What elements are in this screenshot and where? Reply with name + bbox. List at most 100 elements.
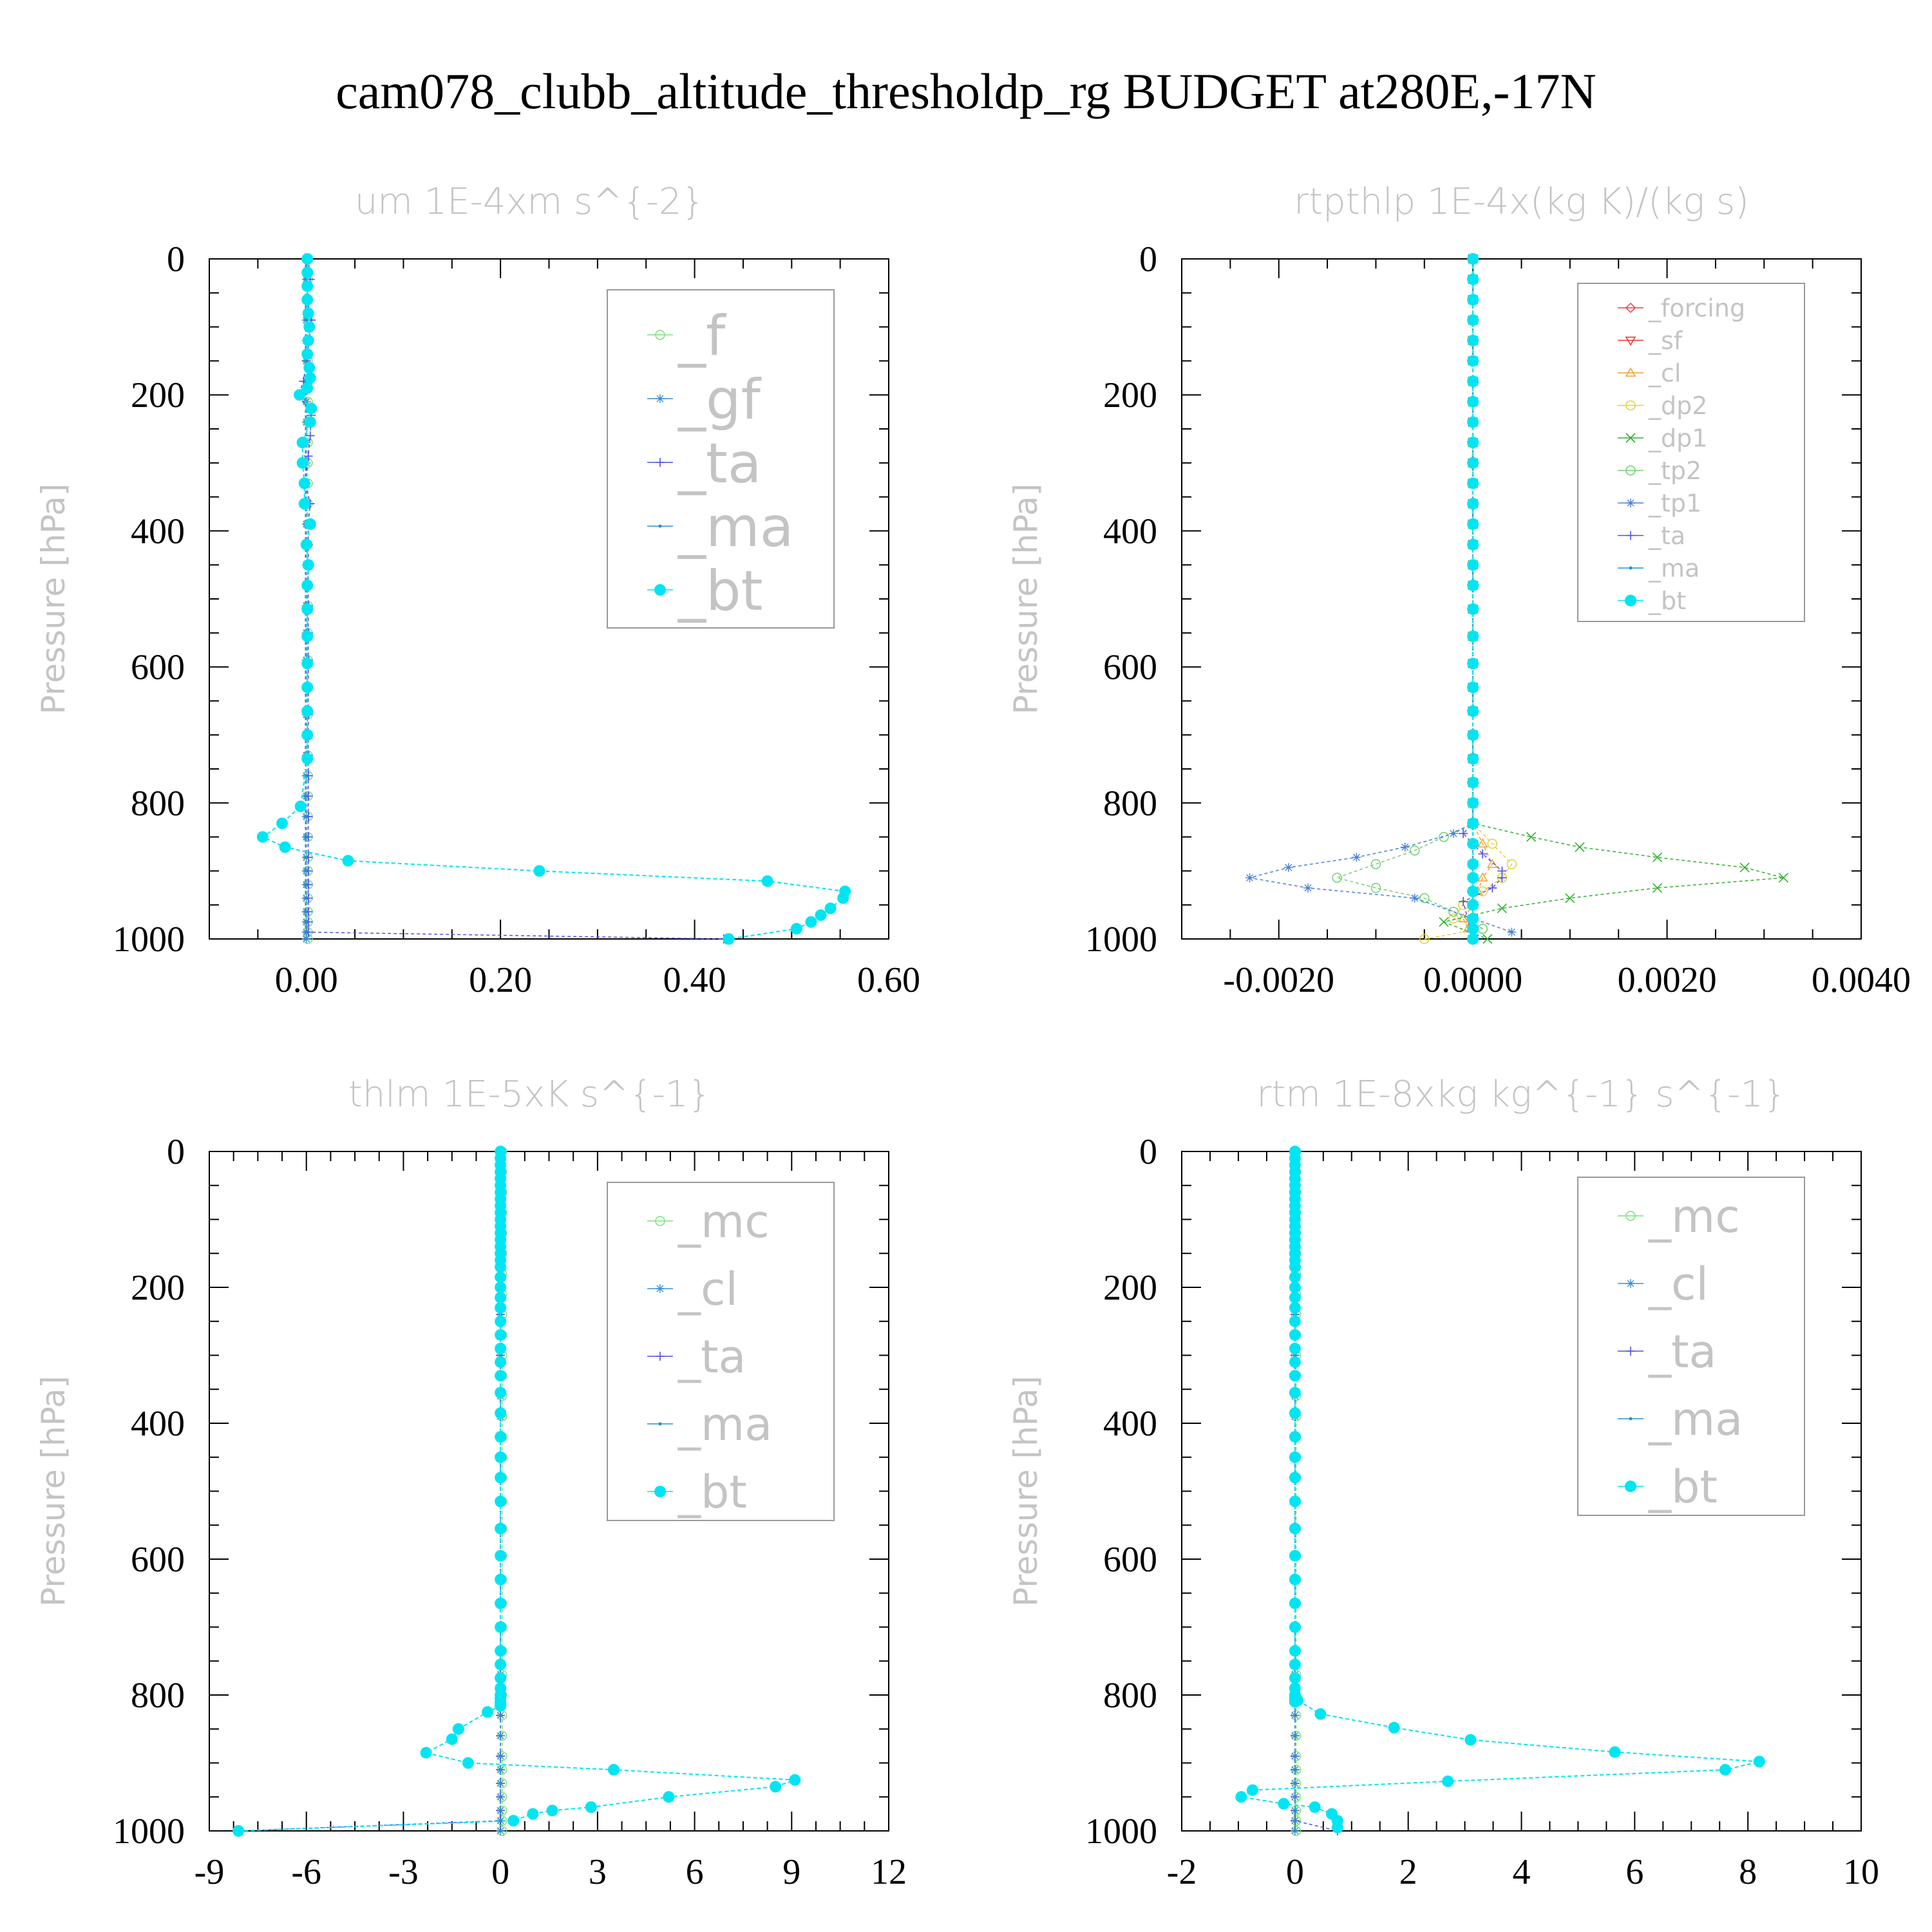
data-point bbox=[1467, 559, 1479, 571]
data-point bbox=[1293, 1819, 1297, 1823]
panel-rtpthlp: rtpthlp 1E-4x(kg K)/(kg s) Pressure [hPa]… bbox=[1007, 181, 1911, 1000]
data-point bbox=[1467, 817, 1479, 829]
data-point bbox=[301, 382, 314, 394]
data-point bbox=[495, 1431, 507, 1443]
y-axis-label: Pressure [hPa] bbox=[1007, 1376, 1045, 1607]
data-point bbox=[498, 1714, 502, 1718]
data-point bbox=[1719, 1764, 1731, 1776]
y-tick-label: 200 bbox=[1103, 1268, 1157, 1308]
data-point bbox=[1289, 1472, 1301, 1484]
data-point bbox=[1467, 518, 1479, 530]
data-point bbox=[301, 348, 314, 360]
data-point bbox=[1467, 705, 1479, 717]
series-line bbox=[1335, 259, 1483, 929]
legend-marker bbox=[656, 394, 665, 403]
data-point bbox=[1442, 1775, 1454, 1787]
data-point bbox=[303, 869, 307, 873]
data-point bbox=[1352, 853, 1361, 862]
x-tick-label: -3 bbox=[388, 1852, 419, 1892]
data-point bbox=[462, 1757, 474, 1769]
legend-marker bbox=[658, 524, 662, 528]
data-point bbox=[1293, 1808, 1297, 1812]
data-point bbox=[1289, 1495, 1301, 1508]
y-tick-label: 200 bbox=[1103, 375, 1157, 415]
data-point bbox=[446, 1733, 458, 1745]
x-tick-label: 0 bbox=[1286, 1852, 1304, 1892]
data-point bbox=[1289, 1356, 1301, 1368]
x-tick-label: -2 bbox=[1167, 1852, 1197, 1892]
x-tick-label: 0.00 bbox=[275, 960, 338, 1000]
data-point bbox=[1482, 934, 1493, 944]
legend-entry: _sf bbox=[1648, 327, 1683, 355]
data-point bbox=[790, 923, 802, 935]
legend-marker bbox=[654, 584, 666, 596]
data-point bbox=[498, 1734, 502, 1738]
data-point bbox=[1289, 1645, 1301, 1657]
data-point bbox=[495, 1370, 507, 1382]
data-point bbox=[495, 1451, 507, 1463]
legend-entry: _bt bbox=[1648, 587, 1686, 615]
data-point bbox=[495, 1329, 507, 1341]
data-point bbox=[527, 1808, 539, 1820]
y-tick-label: 0 bbox=[1139, 240, 1157, 279]
legend-marker bbox=[1625, 1481, 1636, 1492]
data-point bbox=[1289, 1370, 1301, 1382]
data-point bbox=[305, 431, 315, 440]
y-tick-label: 600 bbox=[1103, 1540, 1157, 1580]
data-point bbox=[1575, 842, 1585, 853]
data-point bbox=[1565, 893, 1575, 904]
data-point bbox=[1292, 1694, 1304, 1707]
x-tick-label: 12 bbox=[871, 1852, 907, 1892]
legend-entry: _cl bbox=[1648, 359, 1681, 388]
data-point bbox=[824, 902, 837, 914]
legend-box bbox=[607, 289, 835, 629]
legend-marker bbox=[656, 1352, 665, 1361]
data-point bbox=[1449, 829, 1458, 838]
legend-marker bbox=[655, 330, 665, 340]
data-point bbox=[1467, 899, 1479, 911]
data-point bbox=[789, 1774, 801, 1786]
legend-marker bbox=[656, 458, 665, 467]
data-point bbox=[1467, 579, 1479, 591]
data-point bbox=[1487, 838, 1498, 849]
legend-entry: _ta bbox=[677, 431, 761, 496]
data-point bbox=[495, 1356, 507, 1368]
x-tick-label: 0.0020 bbox=[1618, 960, 1717, 1000]
x-tick-label: 8 bbox=[1739, 1852, 1757, 1892]
legend-entry: _cl bbox=[677, 1263, 738, 1316]
panel-title: rtm 1E-8xkg kg^{-1} s^{-1} bbox=[1256, 1074, 1786, 1115]
data-point bbox=[1486, 858, 1498, 868]
legend-entry: _ta bbox=[1648, 1325, 1716, 1378]
y-tick-label: 600 bbox=[131, 1540, 185, 1580]
data-point bbox=[298, 477, 310, 489]
legend-entry: _mc bbox=[1648, 1190, 1740, 1243]
data-point bbox=[815, 909, 827, 922]
legend-marker bbox=[655, 1216, 665, 1226]
data-point bbox=[1739, 862, 1750, 873]
legend-marker bbox=[1625, 336, 1636, 346]
data-point bbox=[301, 579, 314, 591]
data-point bbox=[495, 1261, 507, 1273]
data-point bbox=[303, 883, 307, 887]
data-point bbox=[1293, 1781, 1297, 1785]
legend-entry: _bt bbox=[677, 1466, 747, 1519]
legend-entry: _tp2 bbox=[1648, 457, 1701, 485]
data-point bbox=[533, 865, 545, 877]
data-point bbox=[1477, 838, 1488, 848]
data-point bbox=[607, 1764, 620, 1776]
data-point bbox=[1289, 1621, 1301, 1633]
y-tick-label: 1000 bbox=[113, 1812, 185, 1852]
x-tick-label: 10 bbox=[1843, 1852, 1879, 1892]
data-point bbox=[1467, 477, 1479, 489]
legend-marker bbox=[1625, 1211, 1636, 1221]
x-tick-label: 6 bbox=[686, 1852, 704, 1892]
data-point bbox=[495, 1387, 507, 1399]
data-point bbox=[1289, 1658, 1301, 1671]
legend-entry: _dp1 bbox=[1648, 424, 1707, 453]
data-point bbox=[1467, 886, 1479, 898]
data-point bbox=[1303, 883, 1312, 893]
data-point bbox=[1467, 355, 1479, 367]
data-point bbox=[495, 1291, 507, 1303]
legend-entry: _mc bbox=[677, 1195, 770, 1248]
data-point bbox=[498, 1768, 502, 1772]
